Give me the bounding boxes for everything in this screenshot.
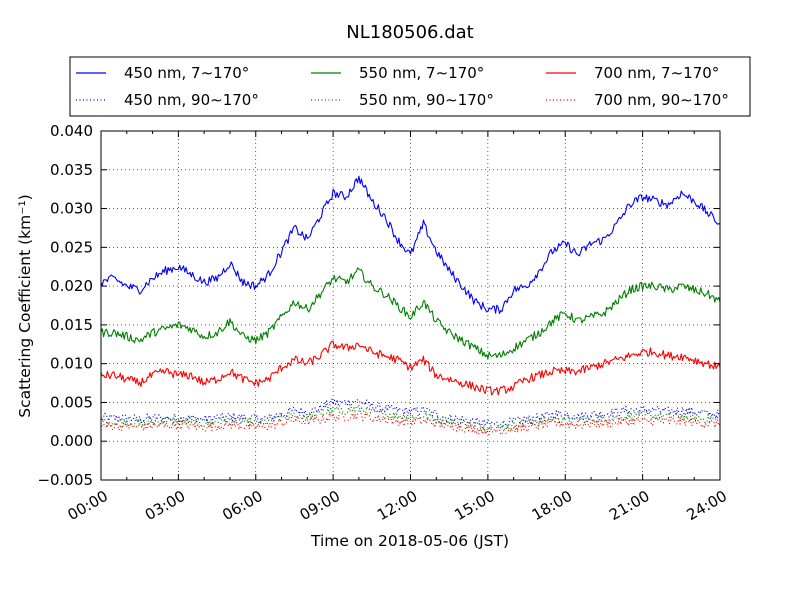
x-axis-title: Time on 2018-05-06 (JST) [310,532,509,550]
legend-label-3: 450 nm, 90∼170° [124,91,259,109]
legend-label-2: 700 nm, 7∼170° [594,64,719,82]
y-axis-title: Scattering Coefficient (km⁻¹) [16,194,34,417]
y-tick-label: 0.025 [50,238,93,256]
series-line-3 [100,398,721,429]
y-tick-label: 0.005 [50,393,93,411]
y-tick-label: −0.005 [37,471,93,489]
y-tick-label: 0.015 [50,316,93,334]
series-line-2 [100,340,721,396]
legend-label-1: 550 nm, 7∼170° [359,64,484,82]
y-tick-label: 0.035 [50,161,93,179]
legend-label-4: 550 nm, 90∼170° [359,91,494,109]
chart-title: NL180506.dat [346,22,473,43]
series-line-0 [100,175,721,314]
y-tick-label: 0.010 [50,355,93,373]
plot-frame [100,130,721,481]
y-tick-label: 0.040 [50,122,93,140]
series-lines [100,175,721,436]
y-tick-labels: −0.005 0.000 0.005 0.010 0.015 0.020 0.025 0.03… [37,122,93,489]
legend-label-5: 700 nm, 90∼170° [594,91,729,109]
series-line-4 [100,403,721,433]
legend: 450 nm, 7∼170° 550 nm, 7∼170° 700 nm, 7∼17… [69,56,751,117]
y-tick-label: 0.000 [50,432,93,450]
axes [100,130,721,481]
series-line-1 [100,267,721,360]
legend-label-0: 450 nm, 7∼170° [124,64,249,82]
y-tick-label: 0.030 [50,200,93,218]
y-tick-label: 0.020 [50,277,93,295]
